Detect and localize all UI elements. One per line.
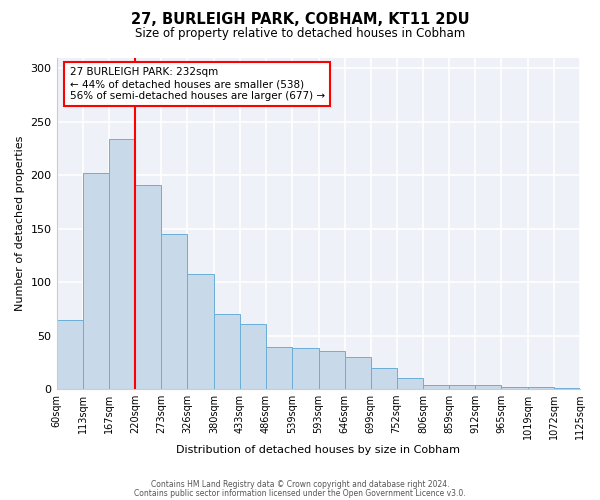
Bar <box>449 385 475 389</box>
Bar <box>344 357 371 389</box>
Text: Size of property relative to detached houses in Cobham: Size of property relative to detached ho… <box>135 28 465 40</box>
X-axis label: Distribution of detached houses by size in Cobham: Distribution of detached houses by size … <box>176 445 460 455</box>
Bar <box>502 387 528 389</box>
Text: 27 BURLEIGH PARK: 232sqm
← 44% of detached houses are smaller (538)
56% of semi-: 27 BURLEIGH PARK: 232sqm ← 44% of detach… <box>70 68 325 100</box>
Bar <box>109 139 135 389</box>
Bar <box>135 185 161 389</box>
Bar <box>475 385 502 389</box>
Text: Contains HM Land Registry data © Crown copyright and database right 2024.: Contains HM Land Registry data © Crown c… <box>151 480 449 489</box>
Y-axis label: Number of detached properties: Number of detached properties <box>15 136 25 311</box>
Bar <box>319 350 344 389</box>
Bar <box>187 274 214 389</box>
Bar <box>292 348 319 389</box>
Bar <box>266 348 292 389</box>
Bar <box>56 320 83 389</box>
Bar <box>397 378 423 389</box>
Bar <box>371 368 397 389</box>
Bar <box>240 324 266 389</box>
Bar <box>423 385 449 389</box>
Bar <box>554 388 580 389</box>
Text: 27, BURLEIGH PARK, COBHAM, KT11 2DU: 27, BURLEIGH PARK, COBHAM, KT11 2DU <box>131 12 469 28</box>
Bar <box>528 387 554 389</box>
Bar <box>214 314 240 389</box>
Bar <box>161 234 187 389</box>
Text: Contains public sector information licensed under the Open Government Licence v3: Contains public sector information licen… <box>134 488 466 498</box>
Bar <box>83 173 109 389</box>
